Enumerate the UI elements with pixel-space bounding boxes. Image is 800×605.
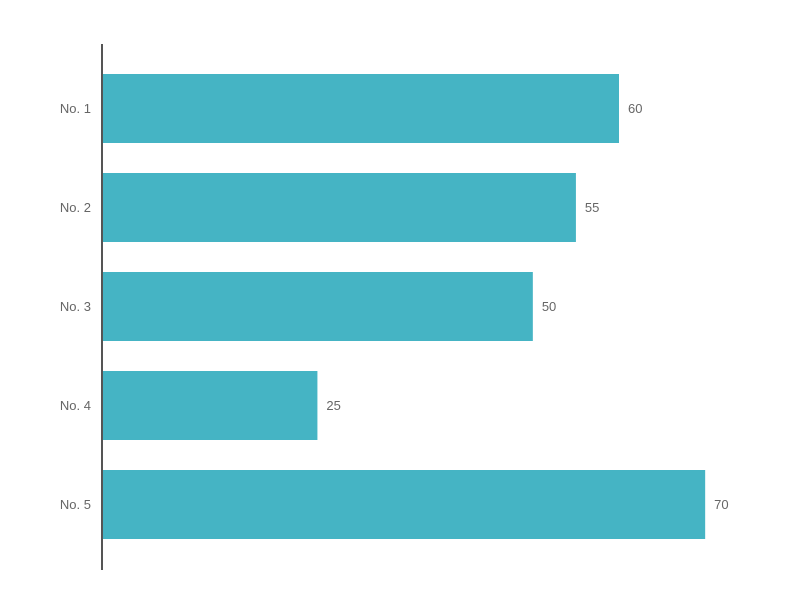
category-label: No. 1 (60, 101, 91, 116)
bar (102, 470, 706, 539)
category-label: No. 3 (60, 299, 91, 314)
category-label: No. 2 (60, 200, 91, 215)
value-label: 60 (628, 101, 642, 116)
bars-group: No. 1 60 No. 2 55 No. 3 50 No. 4 25 No. 5 70 (60, 74, 729, 539)
value-label: 70 (714, 497, 728, 512)
category-label: No. 4 (60, 398, 91, 413)
bar (102, 173, 576, 242)
value-label: 50 (542, 299, 556, 314)
value-label: 55 (585, 200, 599, 215)
bar (102, 272, 533, 341)
category-label: No. 5 (60, 497, 91, 512)
bar (102, 74, 619, 143)
value-label: 25 (326, 398, 340, 413)
bar (102, 371, 318, 440)
